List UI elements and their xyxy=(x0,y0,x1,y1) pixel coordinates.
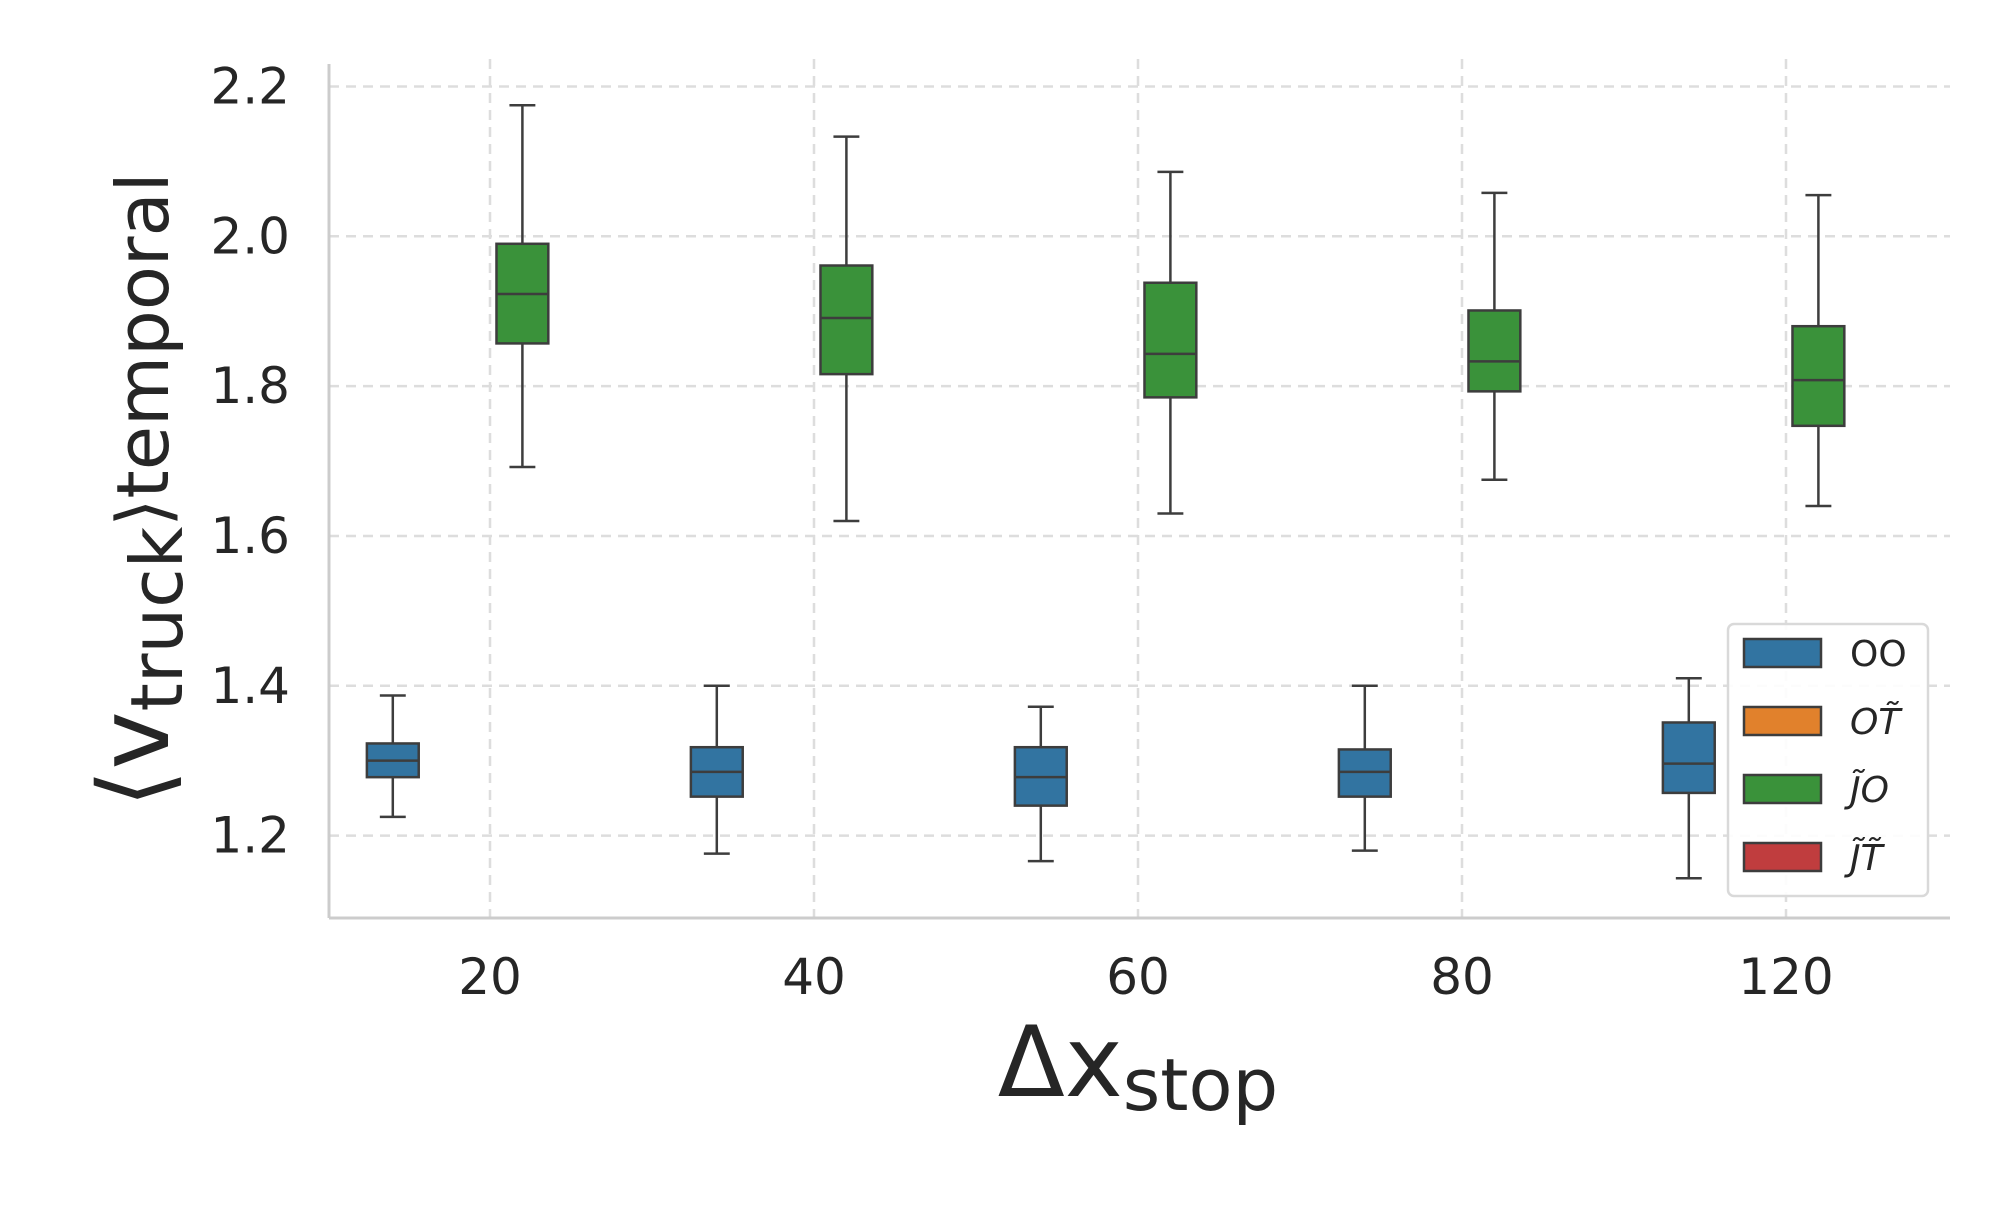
tick-layer: 1.2 1.4 1.6 1.8 2.0 2.2 20 40 60 80 120 xyxy=(210,57,1833,1006)
legend: OO OT̃ J̃O J̃T̃ xyxy=(1726,622,1930,898)
x-tick-label: 80 xyxy=(1430,948,1494,1006)
box-OO-20 xyxy=(365,694,420,819)
legend-frame xyxy=(1726,622,1930,898)
y-tick-label: 1.8 xyxy=(210,357,290,415)
box-J̃O-20 xyxy=(495,103,550,469)
y-axis-label: ⟨vtruck⟩temporal xyxy=(78,172,199,807)
legend-label: J̃T̃ xyxy=(1844,837,1886,879)
legend-swatch xyxy=(1742,773,1823,805)
grid-layer xyxy=(329,59,1950,918)
box-OO-40 xyxy=(689,684,744,855)
box-OO-120 xyxy=(1661,677,1716,880)
y-tick-label: 1.4 xyxy=(210,657,290,715)
box-OO-60 xyxy=(1013,705,1068,863)
legend-swatch xyxy=(1742,637,1823,669)
axes-layer xyxy=(327,64,1950,920)
iqr-box xyxy=(1661,721,1716,795)
box-J̃O-80 xyxy=(1467,191,1522,482)
y-tick-label: 1.2 xyxy=(210,807,290,865)
legend-label: OT̃ xyxy=(1850,701,1903,743)
box-J̃O-120 xyxy=(1791,193,1846,508)
box-J̃O-40 xyxy=(819,135,874,523)
legend-label: OO xyxy=(1850,634,1907,675)
legend-item: J̃T̃ xyxy=(1742,837,1886,879)
x-tick-label: 40 xyxy=(782,948,846,1006)
legend-item: J̃O xyxy=(1742,769,1889,811)
x-axis-label: Δxstop xyxy=(998,1006,1279,1127)
x-tick-label: 120 xyxy=(1738,948,1833,1006)
iqr-box xyxy=(1467,309,1522,393)
y-tick-label: 2.2 xyxy=(210,57,290,115)
legend-item: OO xyxy=(1742,634,1907,675)
iqr-box xyxy=(1143,281,1198,399)
x-tick-label: 60 xyxy=(1106,948,1170,1006)
legend-items: OO OT̃ J̃O J̃T̃ xyxy=(1742,634,1907,879)
x-tick-label: 20 xyxy=(458,948,522,1006)
legend-swatch xyxy=(1742,705,1823,737)
y-tick-label: 2.0 xyxy=(210,207,290,265)
box-OO-80 xyxy=(1337,684,1392,852)
box-layer xyxy=(365,103,1846,880)
y-tick-label: 1.6 xyxy=(210,507,290,565)
iqr-box xyxy=(819,264,874,376)
legend-label: J̃O xyxy=(1844,769,1889,811)
legend-swatch xyxy=(1742,841,1823,873)
iqr-box xyxy=(1791,324,1846,428)
box-J̃O-60 xyxy=(1143,170,1198,515)
legend-item: OT̃ xyxy=(1742,701,1903,743)
